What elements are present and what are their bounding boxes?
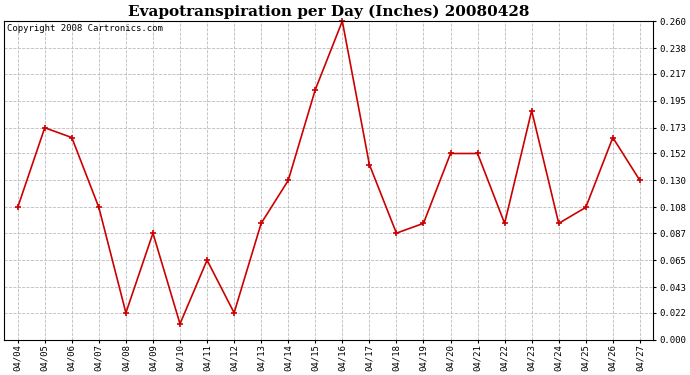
Text: Copyright 2008 Cartronics.com: Copyright 2008 Cartronics.com (8, 24, 164, 33)
Title: Evapotranspiration per Day (Inches) 20080428: Evapotranspiration per Day (Inches) 2008… (128, 4, 529, 18)
